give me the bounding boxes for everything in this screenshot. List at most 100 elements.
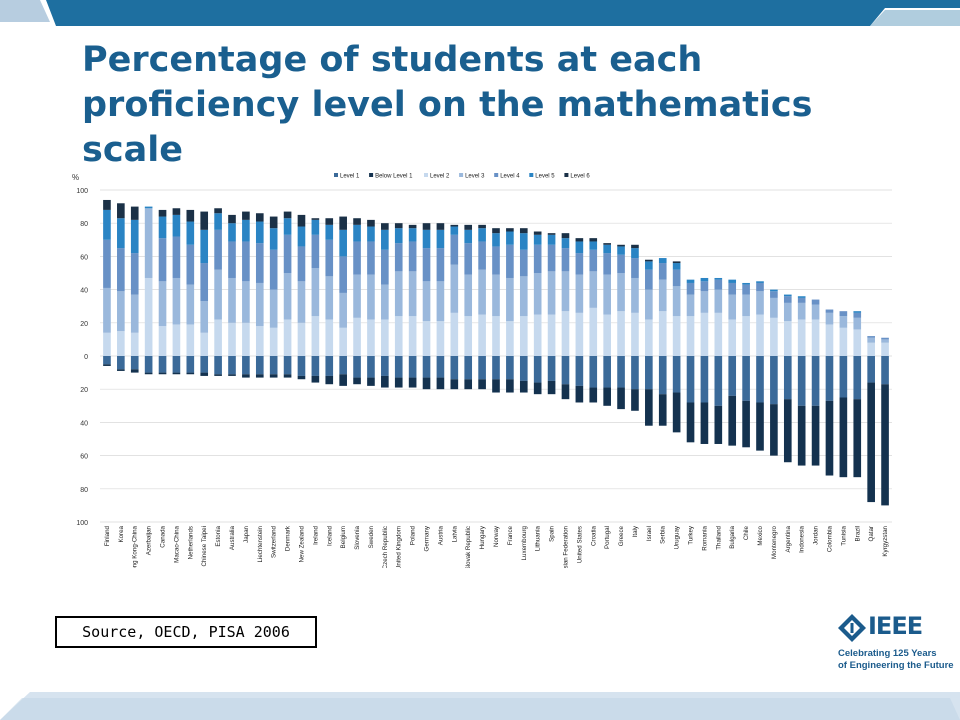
bar-segment: [408, 377, 417, 388]
bar-segment: [561, 311, 570, 356]
bar-segment: [478, 269, 486, 315]
bar-segment: [117, 291, 125, 332]
bar-segment: [436, 281, 445, 322]
bar-segment: [130, 332, 139, 356]
bar-segment: [214, 269, 222, 320]
x-tick-label: Poland: [410, 525, 417, 545]
x-tick-label: Qatar: [868, 526, 875, 541]
bar-segment: [158, 356, 167, 373]
x-tick-label: Korea: [118, 525, 125, 542]
bar-segment: [506, 356, 514, 380]
bar-segment: [631, 356, 639, 390]
bar-segment: [589, 271, 598, 308]
x-tick-label: Hungary: [479, 525, 486, 549]
y-axis-label: %: [72, 173, 79, 182]
bar-segment: [825, 312, 834, 325]
bar-segment: [450, 264, 459, 313]
x-tick-label: Sweden: [368, 525, 375, 548]
bar-segment: [492, 274, 500, 317]
bar-segment: [450, 356, 459, 380]
bar-segment: [242, 356, 250, 375]
bar-segment: [117, 203, 125, 219]
bar-segment: [172, 236, 181, 278]
y-tick-labels: 100 80 60 40 20 0 20 40 60 80 100: [76, 188, 88, 527]
bar-segment: [714, 405, 723, 444]
bar-segment: [478, 314, 486, 356]
bar-segment: [547, 380, 556, 395]
bar-segment: [645, 389, 653, 426]
bar-segment: [464, 379, 473, 390]
bar-segment: [450, 234, 459, 265]
bar-segment: [547, 234, 556, 245]
bar-segment: [103, 364, 111, 366]
bar-segment: [172, 372, 181, 375]
bar-segment: [297, 214, 306, 227]
bar-segment: [436, 356, 445, 378]
bar-segment: [492, 379, 500, 393]
bar-segment: [575, 312, 584, 356]
bar-segment: [811, 356, 820, 406]
bar-segment: [714, 289, 723, 313]
bar-segment: [200, 372, 209, 376]
logo-tagline-2: of Engineering the Future: [838, 660, 954, 671]
bar-segment: [103, 239, 111, 288]
x-tick-label: Russian Federation: [562, 525, 569, 568]
bar-segment: [645, 289, 653, 320]
bar-segment: [672, 263, 681, 270]
bar-segment: [186, 284, 195, 325]
bar-segment: [533, 382, 542, 395]
x-tick-label: Chile: [743, 525, 750, 540]
bar-segment: [756, 356, 764, 403]
x-tick-label: Kyrgyzstan: [882, 525, 889, 556]
bar-segment: [464, 229, 473, 244]
x-tick-label: Italy: [632, 525, 639, 537]
bar-segment: [242, 241, 250, 282]
bar-segment: [311, 375, 320, 383]
bar-segment: [519, 249, 528, 277]
bar-segment: [255, 356, 264, 375]
bar-segment: [742, 282, 750, 285]
x-tick-label: Croatia: [590, 525, 597, 546]
bar-segment: [339, 374, 347, 386]
x-tick-label: Japan: [243, 525, 250, 542]
legend-swatch: [529, 173, 534, 177]
legend-entry: Level 6: [570, 174, 590, 180]
bar-segment: [269, 289, 278, 328]
bar-segment: [381, 284, 389, 320]
x-tick-label: Estonia: [215, 525, 222, 546]
x-tick-label: Azerbaijan: [146, 525, 153, 555]
bar-segment: [770, 297, 778, 318]
bar-segment: [658, 258, 667, 264]
bar-segment: [492, 228, 500, 234]
x-tick-label: Netherlands: [187, 526, 194, 559]
bar-segment: [158, 238, 167, 282]
bar-segment: [617, 273, 625, 312]
bar-segment: [325, 224, 334, 240]
bar-segment: [533, 273, 542, 315]
bar-segment: [700, 291, 709, 313]
bar-segment: [339, 256, 347, 293]
bar-segment: [700, 281, 709, 292]
bar-segment: [506, 231, 514, 245]
bar-segment: [172, 277, 181, 325]
bar-segment: [297, 246, 306, 282]
bar-segment: [325, 319, 334, 356]
bar-segment: [408, 356, 417, 378]
bar-segment: [881, 384, 889, 506]
bar-segment: [783, 296, 792, 303]
bar-segment: [144, 372, 153, 375]
bar-segment: [561, 384, 570, 400]
legend-entry: Level 1: [340, 174, 360, 180]
bar-segment: [353, 356, 361, 378]
bar-segment: [283, 218, 292, 235]
bar-segment: [631, 389, 639, 411]
bar-segment: [381, 356, 389, 376]
bar-segment: [158, 209, 167, 217]
bar-segment: [255, 374, 264, 378]
bar-segment: [117, 248, 125, 292]
x-tick-label: Greece: [618, 525, 625, 546]
x-tick-label: Mexico: [757, 525, 764, 545]
bar-segment: [603, 243, 611, 245]
bar-segment: [881, 339, 889, 343]
bar-segment: [422, 377, 431, 390]
